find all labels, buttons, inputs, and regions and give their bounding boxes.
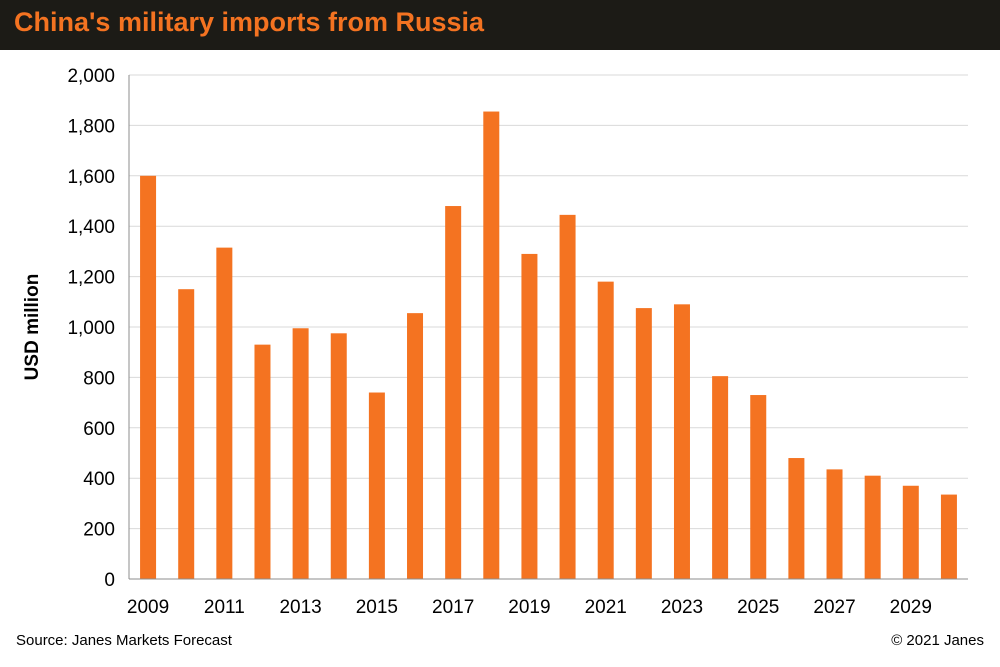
source-note: Source: Janes Markets Forecast [16,632,232,649]
bar-2022 [635,308,652,579]
y-tick-label: 1,000 [67,318,115,339]
bar-2026 [788,458,805,579]
bar-2021 [597,281,614,579]
y-tick-label: 200 [83,520,115,541]
x-tick-label: 2009 [127,597,169,618]
y-tick-label: 800 [83,368,115,389]
bar-2020 [559,214,576,580]
x-tick-label: 2025 [737,597,779,618]
x-tick-label: 2023 [661,597,703,618]
x-tick-labels: 2009 2011 2013 2015 2017 2019 2021 2023 2025 2027… [127,597,932,618]
y-tick-label: 1,200 [67,268,115,289]
bar-2027 [826,469,843,579]
bar-2024 [712,376,729,579]
bar-2023 [673,304,690,579]
y-tick-label: 400 [83,469,115,490]
x-tick-label: 2017 [432,597,474,618]
y-tick-label: 1,800 [67,116,115,137]
x-tick-label: 2019 [508,597,550,618]
y-tick-label: 600 [83,419,115,440]
x-tick-label: 2011 [204,597,245,618]
bar-2018 [483,111,500,579]
x-tick-label: 2013 [279,597,321,618]
bar-2030 [940,494,957,579]
y-axis-label: USD million [22,274,43,381]
bar-2017 [445,206,462,580]
bar-2019 [521,253,538,580]
bar-2009 [140,175,157,580]
bar-2014 [330,333,347,579]
y-tick-label: 0 [104,570,115,591]
y-tick-label: 1,400 [67,217,115,238]
axes [128,75,968,580]
bar-2011 [216,247,233,579]
bar-2013 [292,328,309,579]
y-tick-label: 2,000 [67,66,115,87]
bar-2012 [254,344,271,579]
y-tick-label: 1,600 [67,167,115,188]
bar-2016 [407,313,424,579]
x-tick-label: 2015 [356,597,398,618]
y-tick-labels: 0 200 400 600 800 1,000 1,200 1,400 1,600 1,800 2,… [67,66,115,591]
bar-2015 [368,392,385,579]
x-tick-label: 2021 [585,597,627,618]
bar-2025 [750,395,767,579]
copyright-note: © 2021 Janes [891,632,984,649]
bars [140,111,957,580]
x-tick-label: 2027 [813,597,855,618]
chart-header: China's military imports from Russia [0,0,1000,50]
bar-2029 [902,485,919,579]
x-tick-label: 2029 [890,597,932,618]
bar-2028 [864,475,881,579]
bar-2010 [178,289,195,579]
chart-title: China's military imports from Russia [14,7,485,37]
bar-chart: 0 200 400 600 800 1,000 1,200 1,400 1,600 1,800 2,… [22,66,968,618]
